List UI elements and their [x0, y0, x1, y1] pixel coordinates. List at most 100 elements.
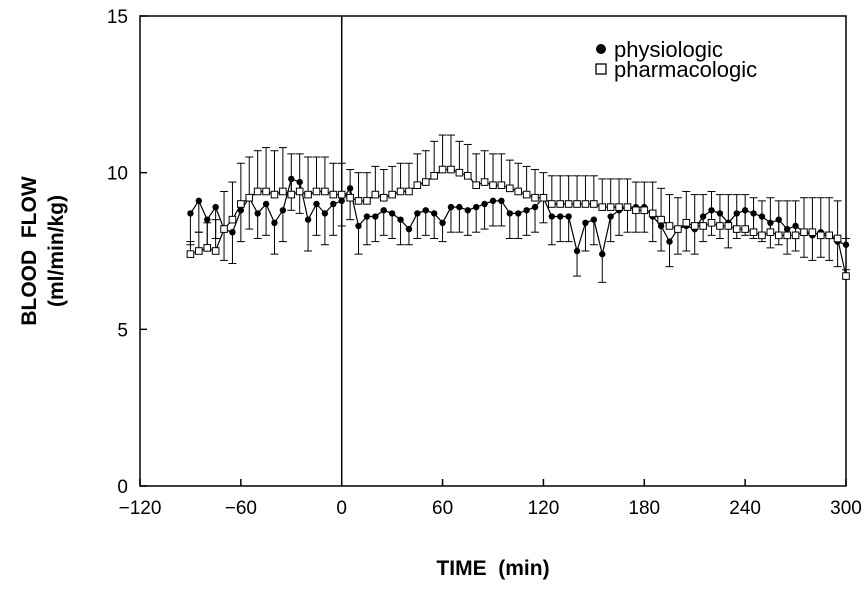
pharmacologic-point — [312, 187, 321, 196]
series-pharmacologic — [186, 134, 850, 280]
pharmacologic-point — [472, 181, 480, 189]
y-tick-label: 5 — [117, 320, 128, 341]
physiologic-point — [582, 219, 589, 226]
physiologic-point — [573, 247, 581, 255]
pharmacologic-point — [346, 193, 354, 202]
x-tick-label: 120 — [528, 498, 560, 519]
legend-label-physiologic: physiologic — [614, 37, 723, 62]
y-tick-label: 10 — [107, 164, 128, 185]
pharmacologic-point — [514, 187, 523, 196]
pharmacologic-point — [363, 197, 371, 205]
pharmacologic-point — [682, 219, 691, 227]
physiologic-point — [657, 222, 665, 230]
physiologic-point — [456, 203, 463, 211]
pharmacologic-point — [556, 200, 565, 208]
pharmacologic-point — [573, 200, 581, 208]
pharmacologic-point — [531, 193, 539, 202]
physiologic-point — [237, 207, 245, 214]
pharmacologic-point — [455, 168, 464, 177]
physiologic-point — [599, 250, 606, 258]
physiologic-point — [262, 200, 270, 208]
physiologic-point — [590, 216, 598, 223]
physiologic-point — [523, 207, 530, 214]
pharmacologic-point — [657, 215, 665, 224]
x-tick-label: −60 — [225, 498, 257, 519]
pharmacologic-point — [749, 228, 758, 236]
physiologic-point — [439, 219, 446, 226]
x-tick-label: 60 — [432, 498, 453, 519]
pharmacologic-point — [220, 225, 228, 233]
pharmacologic-point — [640, 206, 649, 215]
physiologic-point — [380, 207, 387, 214]
legend-label-pharmacologic: pharmacologic — [614, 57, 757, 82]
physiologic-point — [557, 213, 564, 220]
x-tick-label: 180 — [628, 498, 660, 519]
pharmacologic-point — [581, 200, 590, 208]
pharmacologic-point — [707, 219, 716, 227]
x-axis-title: TIME (min) — [436, 557, 549, 580]
pharmacologic-point — [388, 190, 396, 199]
physiologic-point — [565, 213, 572, 220]
physiologic-point — [489, 197, 497, 205]
pharmacologic-point — [379, 193, 388, 202]
pharmacologic-point — [228, 215, 237, 224]
physiologic-point — [498, 197, 505, 205]
pharmacologic-point — [648, 209, 657, 218]
pharmacologic-point — [758, 231, 766, 240]
pharmacologic-point — [732, 225, 741, 233]
pharmacologic-point — [253, 187, 262, 196]
pharmacologic-point — [774, 231, 783, 240]
pharmacologic-point — [405, 187, 413, 196]
physiologic-point — [229, 229, 236, 236]
pharmacologic-point — [337, 190, 346, 199]
y-tick-label: 15 — [107, 7, 128, 28]
pharmacologic-point — [245, 193, 254, 202]
physiologic-point — [212, 203, 219, 211]
legend-marker-physiologic — [596, 44, 606, 54]
y-axis-title-line1: BLOOD FLOW — [18, 176, 41, 325]
pharmacologic-point — [295, 187, 304, 196]
plot-frame — [139, 15, 847, 487]
x-tick-label: −120 — [119, 498, 162, 519]
pharmacologic-point — [724, 222, 733, 230]
y-axis-title-line2: (ml/min/kg) — [45, 195, 68, 307]
x-axis-ticks: −120 −60 0 60 120 180 240 300 — [119, 479, 862, 519]
pharmacologic-point — [808, 228, 817, 236]
pharmacologic-point — [598, 203, 607, 211]
pharmacologic-point — [548, 200, 556, 208]
pharmacologic-point — [522, 190, 531, 199]
pharmacologic-point — [321, 187, 329, 196]
x-tick-label: 0 — [336, 498, 347, 519]
physiologic-point — [481, 200, 488, 208]
pharmacologic-point — [497, 181, 506, 189]
pharmacologic-point — [606, 203, 615, 211]
physiologic-point — [397, 216, 404, 223]
physiologic-point — [372, 213, 379, 220]
pharmacologic-point — [447, 165, 455, 174]
pharmacologic-point — [329, 190, 338, 199]
pharmacologic-point — [421, 178, 430, 186]
physiologic-point — [313, 200, 320, 208]
pharmacologic-point — [211, 247, 220, 255]
physiologic-point — [338, 197, 345, 205]
physiologic-point — [254, 210, 261, 217]
pharmacologic-point — [371, 190, 380, 199]
pharmacologic-point — [195, 247, 203, 255]
pharmacologic-point — [287, 190, 296, 199]
physiologic-point — [405, 225, 413, 233]
physiologic-point — [271, 219, 278, 226]
x-tick-label: 240 — [729, 498, 761, 519]
physiologic-point — [414, 210, 421, 217]
pharmacologic-point — [506, 184, 514, 193]
pharmacologic-point — [741, 225, 749, 233]
pharmacologic-point — [413, 181, 422, 189]
y-tick-label: 0 — [117, 477, 128, 498]
pharmacologic-point — [270, 190, 279, 199]
physiologic-point — [321, 210, 329, 217]
physiologic-point — [330, 200, 337, 208]
physiologic-point — [204, 216, 211, 223]
physiologic-point — [607, 213, 614, 220]
physiologic-point — [515, 210, 522, 217]
physiologic-point — [422, 207, 429, 214]
